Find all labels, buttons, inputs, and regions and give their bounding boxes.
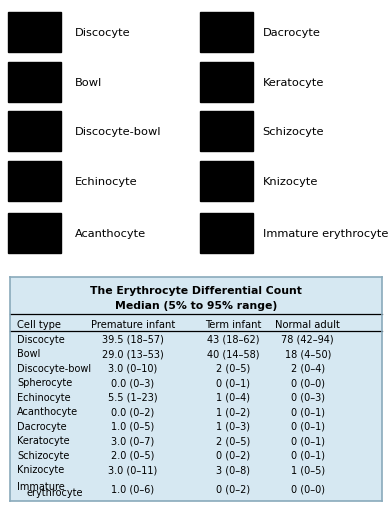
Text: Immature: Immature [17,481,65,491]
Text: Premature infant: Premature infant [91,319,175,329]
Text: 0.0 (0–2): 0.0 (0–2) [111,407,154,417]
Text: 3.0 (0–11): 3.0 (0–11) [108,465,157,474]
Text: 1 (0–3): 1 (0–3) [216,421,250,431]
Text: 78 (42–94): 78 (42–94) [281,334,334,344]
Text: 0 (0–1): 0 (0–1) [291,450,325,460]
Text: 0 (0–0): 0 (0–0) [291,483,325,493]
Text: 2.0 (0–5): 2.0 (0–5) [111,450,154,460]
Text: 0 (0–2): 0 (0–2) [216,483,250,493]
Text: 3.0 (0–10): 3.0 (0–10) [108,363,157,373]
Text: Knizocyte: Knizocyte [17,465,65,474]
Bar [200,162,253,201]
Text: Schizocyte: Schizocyte [17,450,70,460]
Text: Keratocyte: Keratocyte [17,435,70,445]
Text: erythrocyte: erythrocyte [27,487,83,497]
Text: 2 (0–5): 2 (0–5) [216,435,250,445]
Text: 0.0 (0–3): 0.0 (0–3) [111,378,154,388]
Text: 29.0 (13–53): 29.0 (13–53) [102,349,163,359]
Text: Bowl: Bowl [74,78,102,87]
Text: 2 (0–5): 2 (0–5) [216,363,250,373]
Text: Keratocyte: Keratocyte [263,78,324,87]
Text: 0 (0–3): 0 (0–3) [291,392,325,402]
Text: Acanthocyte: Acanthocyte [74,229,145,239]
Text: Knizocyte: Knizocyte [263,177,318,187]
Text: 39.5 (18–57): 39.5 (18–57) [102,334,163,344]
Text: 43 (18–62): 43 (18–62) [207,334,260,344]
Text: Echinocyte: Echinocyte [74,177,137,187]
Text: Schizocyte: Schizocyte [263,127,324,137]
Bar [8,63,61,103]
Bar [200,63,253,103]
Text: Spherocyte: Spherocyte [17,378,73,388]
Text: 1 (0–2): 1 (0–2) [216,407,250,417]
Text: 40 (14–58): 40 (14–58) [207,349,260,359]
Text: 0 (0–0): 0 (0–0) [291,378,325,388]
Text: 0 (0–1): 0 (0–1) [291,435,325,445]
Text: 0 (0–1): 0 (0–1) [291,421,325,431]
Text: 3.0 (0–7): 3.0 (0–7) [111,435,154,445]
Text: Cell type: Cell type [17,319,61,329]
Text: 1.0 (0–6): 1.0 (0–6) [111,483,154,493]
Text: Echinocyte: Echinocyte [17,392,71,402]
Text: 2 (0–4): 2 (0–4) [290,363,325,373]
Bar [200,112,253,152]
Text: 0 (0–1): 0 (0–1) [291,407,325,417]
Text: Acanthocyte: Acanthocyte [17,407,78,417]
Bar [200,13,253,53]
Text: 0 (0–1): 0 (0–1) [216,378,250,388]
Text: Discocyte-bowl: Discocyte-bowl [74,127,161,137]
Text: Discocyte: Discocyte [17,334,65,344]
Text: 0 (0–2): 0 (0–2) [216,450,250,460]
Text: 1 (0–4): 1 (0–4) [216,392,250,402]
Text: Dacrocyte: Dacrocyte [17,421,67,431]
Text: 5.5 (1–23): 5.5 (1–23) [108,392,158,402]
Bar [8,112,61,152]
Text: Discocyte: Discocyte [74,28,130,38]
Text: Term infant: Term infant [205,319,261,329]
Text: Immature erythrocyte: Immature erythrocyte [263,229,388,239]
Bar [8,13,61,53]
Bar [8,214,61,254]
Text: 3 (0–8): 3 (0–8) [216,465,250,474]
Text: Dacrocyte: Dacrocyte [263,28,321,38]
Bar [8,162,61,201]
Text: Normal adult: Normal adult [275,319,340,329]
Text: 1 (0–5): 1 (0–5) [290,465,325,474]
Bar [200,214,253,254]
Text: Bowl: Bowl [17,349,41,359]
Text: Median (5% to 95% range): Median (5% to 95% range) [115,300,277,310]
Text: 18 (4–50): 18 (4–50) [285,349,331,359]
Text: Discocyte-bowl: Discocyte-bowl [17,363,91,373]
Text: 1.0 (0–5): 1.0 (0–5) [111,421,154,431]
Text: The Erythrocyte Differential Count: The Erythrocyte Differential Count [90,285,302,295]
